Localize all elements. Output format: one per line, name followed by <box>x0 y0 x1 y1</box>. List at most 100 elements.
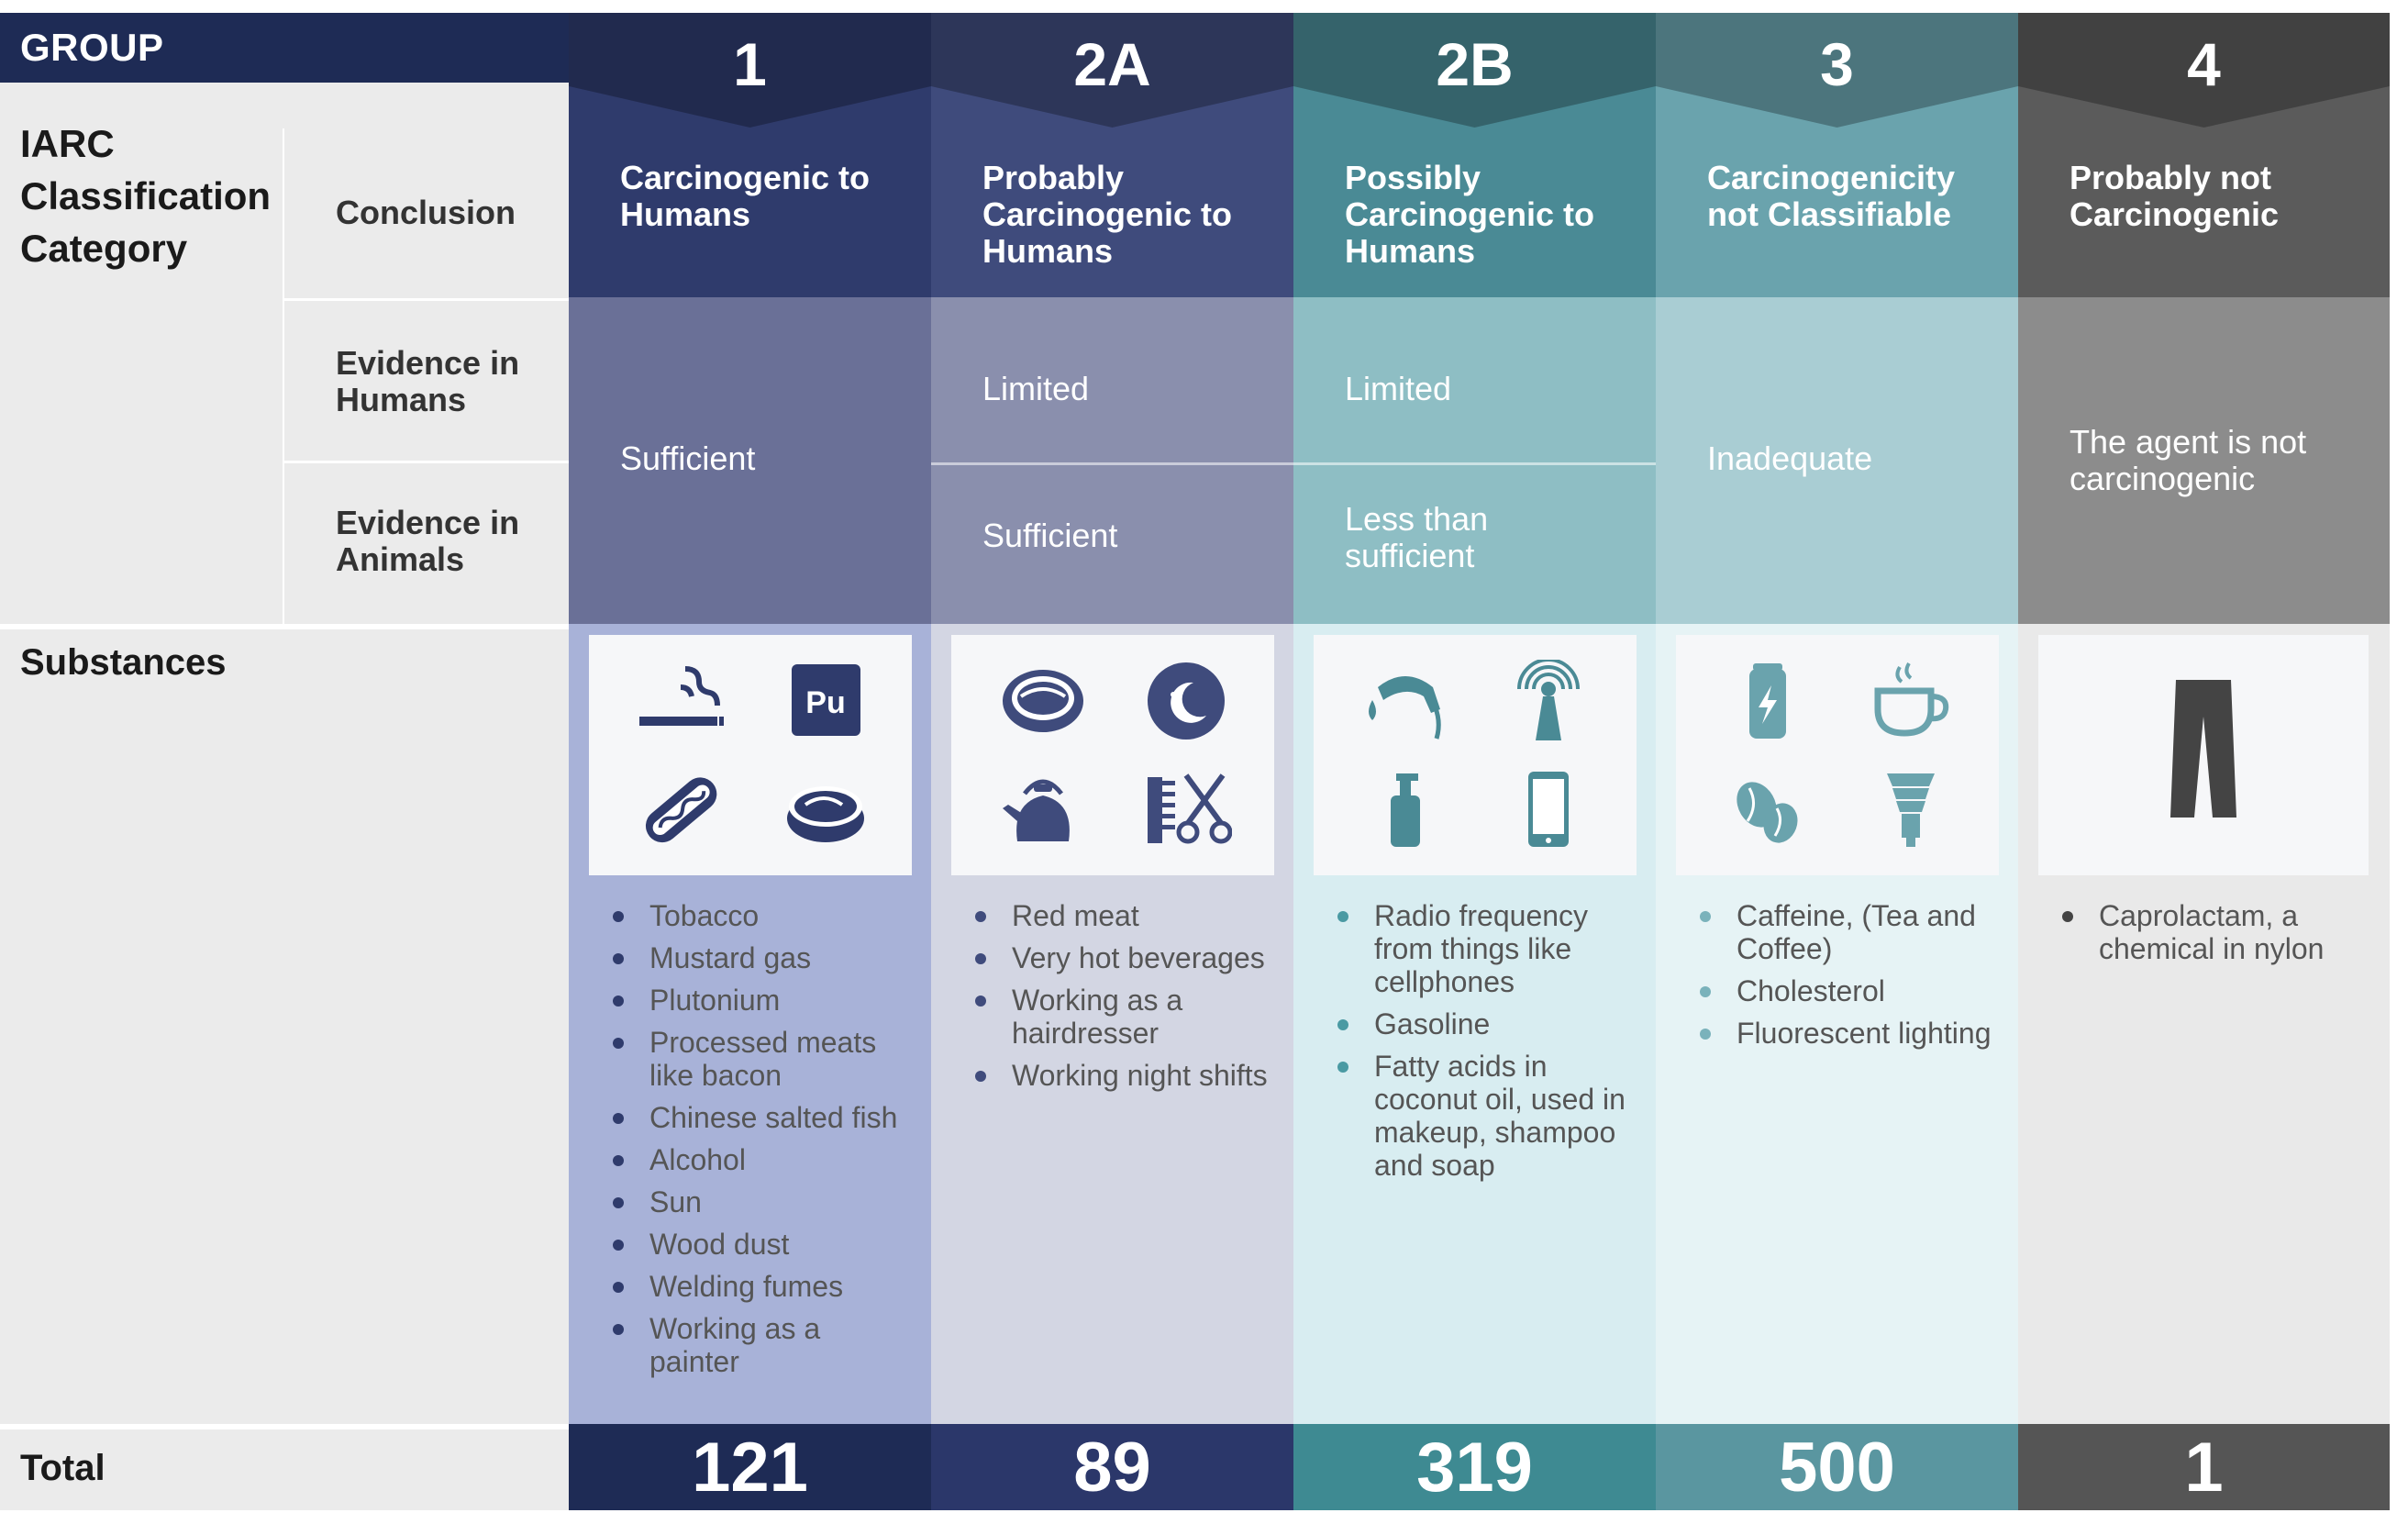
conclusion-text: Probably not Carcinogenic <box>2070 159 2280 233</box>
cellphone-icon <box>1493 763 1603 855</box>
substance-item: Sun <box>605 1185 916 1218</box>
bullet-icon <box>2062 911 2073 922</box>
substance-item: Cholesterol <box>1692 974 2003 1007</box>
total-label: Total <box>20 1448 105 1488</box>
evidence-animals-text: Sufficient <box>982 517 1118 554</box>
column-chevron <box>2018 13 2390 128</box>
substance-text: Caprolactam, a chemical in nylon <box>2099 899 2325 965</box>
column-header <box>569 13 931 297</box>
label-column-total-bg <box>0 1429 569 1510</box>
column-chevron <box>931 13 1293 128</box>
smoking-cigarette-icon <box>626 655 736 747</box>
substance-text: Alcohol <box>649 1143 746 1176</box>
group-label: GROUP <box>20 26 164 69</box>
substance-text: Fatty acids in coconut oil, used in make… <box>1374 1050 1626 1182</box>
icon-card <box>951 635 1274 875</box>
icon-card <box>1314 635 1637 875</box>
column-header <box>931 13 1293 297</box>
total-count: 89 <box>931 1424 1293 1510</box>
evidence-area <box>931 297 1293 624</box>
coffee-beans-icon <box>1713 763 1823 855</box>
substance-text: Working night shifts <box>1012 1059 1268 1092</box>
column-header <box>1293 13 1656 297</box>
substance-text: Working as a painter <box>649 1312 821 1378</box>
substances-panel: Radio frequency from things like cellpho… <box>1293 624 1656 1427</box>
total-count: 319 <box>1293 1424 1656 1510</box>
bullet-icon <box>613 1240 624 1251</box>
column-header <box>1656 13 2018 297</box>
substance-item: Tobacco <box>605 899 916 932</box>
substance-item: Mustard gas <box>605 941 916 974</box>
steak-icon <box>988 655 1098 747</box>
total-count: 121 <box>569 1424 931 1510</box>
column-chevron <box>569 13 931 128</box>
bullet-icon <box>1700 1029 1711 1040</box>
substance-item: Wood dust <box>605 1228 916 1261</box>
category-label: IARC Classification Category <box>20 122 272 270</box>
substances-panel: Pu Tobacco Mustard gas Plutonium Processed m… <box>569 624 931 1427</box>
bullet-icon <box>1337 911 1348 922</box>
evidence-area <box>569 297 931 624</box>
evidence-area <box>2018 297 2390 624</box>
conclusion-text: Carcinogenic to Humans <box>620 159 871 233</box>
conclusion-label: Conclusion <box>336 194 516 231</box>
substance-item: Plutonium <box>605 984 916 1017</box>
group-header-bar <box>0 13 569 83</box>
evidence-animals-text: Less than sufficient <box>1345 500 1489 574</box>
bullet-icon <box>613 953 624 964</box>
bullet-icon <box>975 911 986 922</box>
substance-item: Chinese salted fish <box>605 1101 916 1134</box>
bullet-icon <box>613 1324 624 1335</box>
substance-item: Welding fumes <box>605 1270 916 1303</box>
substance-text: Plutonium <box>649 984 781 1017</box>
comb-scissors-icon <box>1131 763 1241 855</box>
evidence-divider <box>1293 462 1656 465</box>
label-divider-1 <box>284 298 569 301</box>
conclusion-text: Probably Carcinogenic to Humans <box>982 159 1233 270</box>
substances-label: Substances <box>20 642 227 683</box>
substance-list: Red meat Very hot beverages Working as a h… <box>968 899 1279 1101</box>
substance-text: Mustard gas <box>649 941 812 974</box>
evidence-combined-text: Inadequate <box>1707 439 1873 477</box>
label-divider <box>283 128 284 624</box>
substance-item: Red meat <box>968 899 1279 932</box>
label-column-substances-bg <box>0 629 569 1424</box>
night-moon-icon <box>1131 655 1241 747</box>
substance-text: Radio frequency from things like cellpho… <box>1374 899 1589 998</box>
substance-list: Tobacco Mustard gas Plutonium Processed mea… <box>605 899 916 1387</box>
bullet-icon <box>975 1071 986 1082</box>
substance-item: Caffeine, (Tea and Coffee) <box>1692 899 2003 965</box>
column-chevron <box>1656 13 2018 128</box>
substance-list: Caffeine, (Tea and Coffee) Cholesterol Flu… <box>1692 899 2003 1059</box>
svg-text:Pu: Pu <box>805 685 845 720</box>
evidence-humans-text: Limited <box>982 370 1090 407</box>
substance-text: Red meat <box>1012 899 1139 932</box>
substances-panel: Caffeine, (Tea and Coffee) Cholesterol Flu… <box>1656 624 2018 1427</box>
substance-text: Very hot beverages <box>1012 941 1265 974</box>
substance-text: Cholesterol <box>1737 974 1885 1007</box>
group-column-1: 1 Carcinogenic to Humans Sufficient Pu Toba… <box>569 13 931 1510</box>
kettle-icon <box>988 763 1098 855</box>
substance-item: Processed meats like bacon <box>605 1026 916 1092</box>
evidence-area <box>1293 297 1656 624</box>
group-number: 3 <box>1820 30 1854 98</box>
bullet-icon <box>1337 1062 1348 1073</box>
group-column-4: 4 Probably not Carcinogenic The agent is n… <box>2018 13 2390 1510</box>
fuel-nozzle-icon <box>1350 655 1460 747</box>
fluorescent-bulb-icon <box>1856 763 1966 855</box>
substance-text: Welding fumes <box>649 1270 844 1303</box>
radio-antenna-icon <box>1493 655 1603 747</box>
group-number: 4 <box>2187 30 2221 98</box>
label-column-top-bg <box>0 83 569 624</box>
hot-dog-icon <box>626 763 736 855</box>
substance-text: Fluorescent lighting <box>1737 1017 1992 1050</box>
icon-card <box>2038 635 2369 875</box>
evidence-area <box>1656 297 2018 624</box>
substances-panel: Caprolactam, a chemical in nylon <box>2018 624 2390 1427</box>
bullet-icon <box>975 953 986 964</box>
substance-item: Working night shifts <box>968 1059 1279 1092</box>
substance-item: Working as a painter <box>605 1312 916 1378</box>
plutonium-pu-icon: Pu <box>769 655 879 747</box>
bullet-icon <box>613 1038 624 1049</box>
bullet-icon <box>1700 986 1711 997</box>
